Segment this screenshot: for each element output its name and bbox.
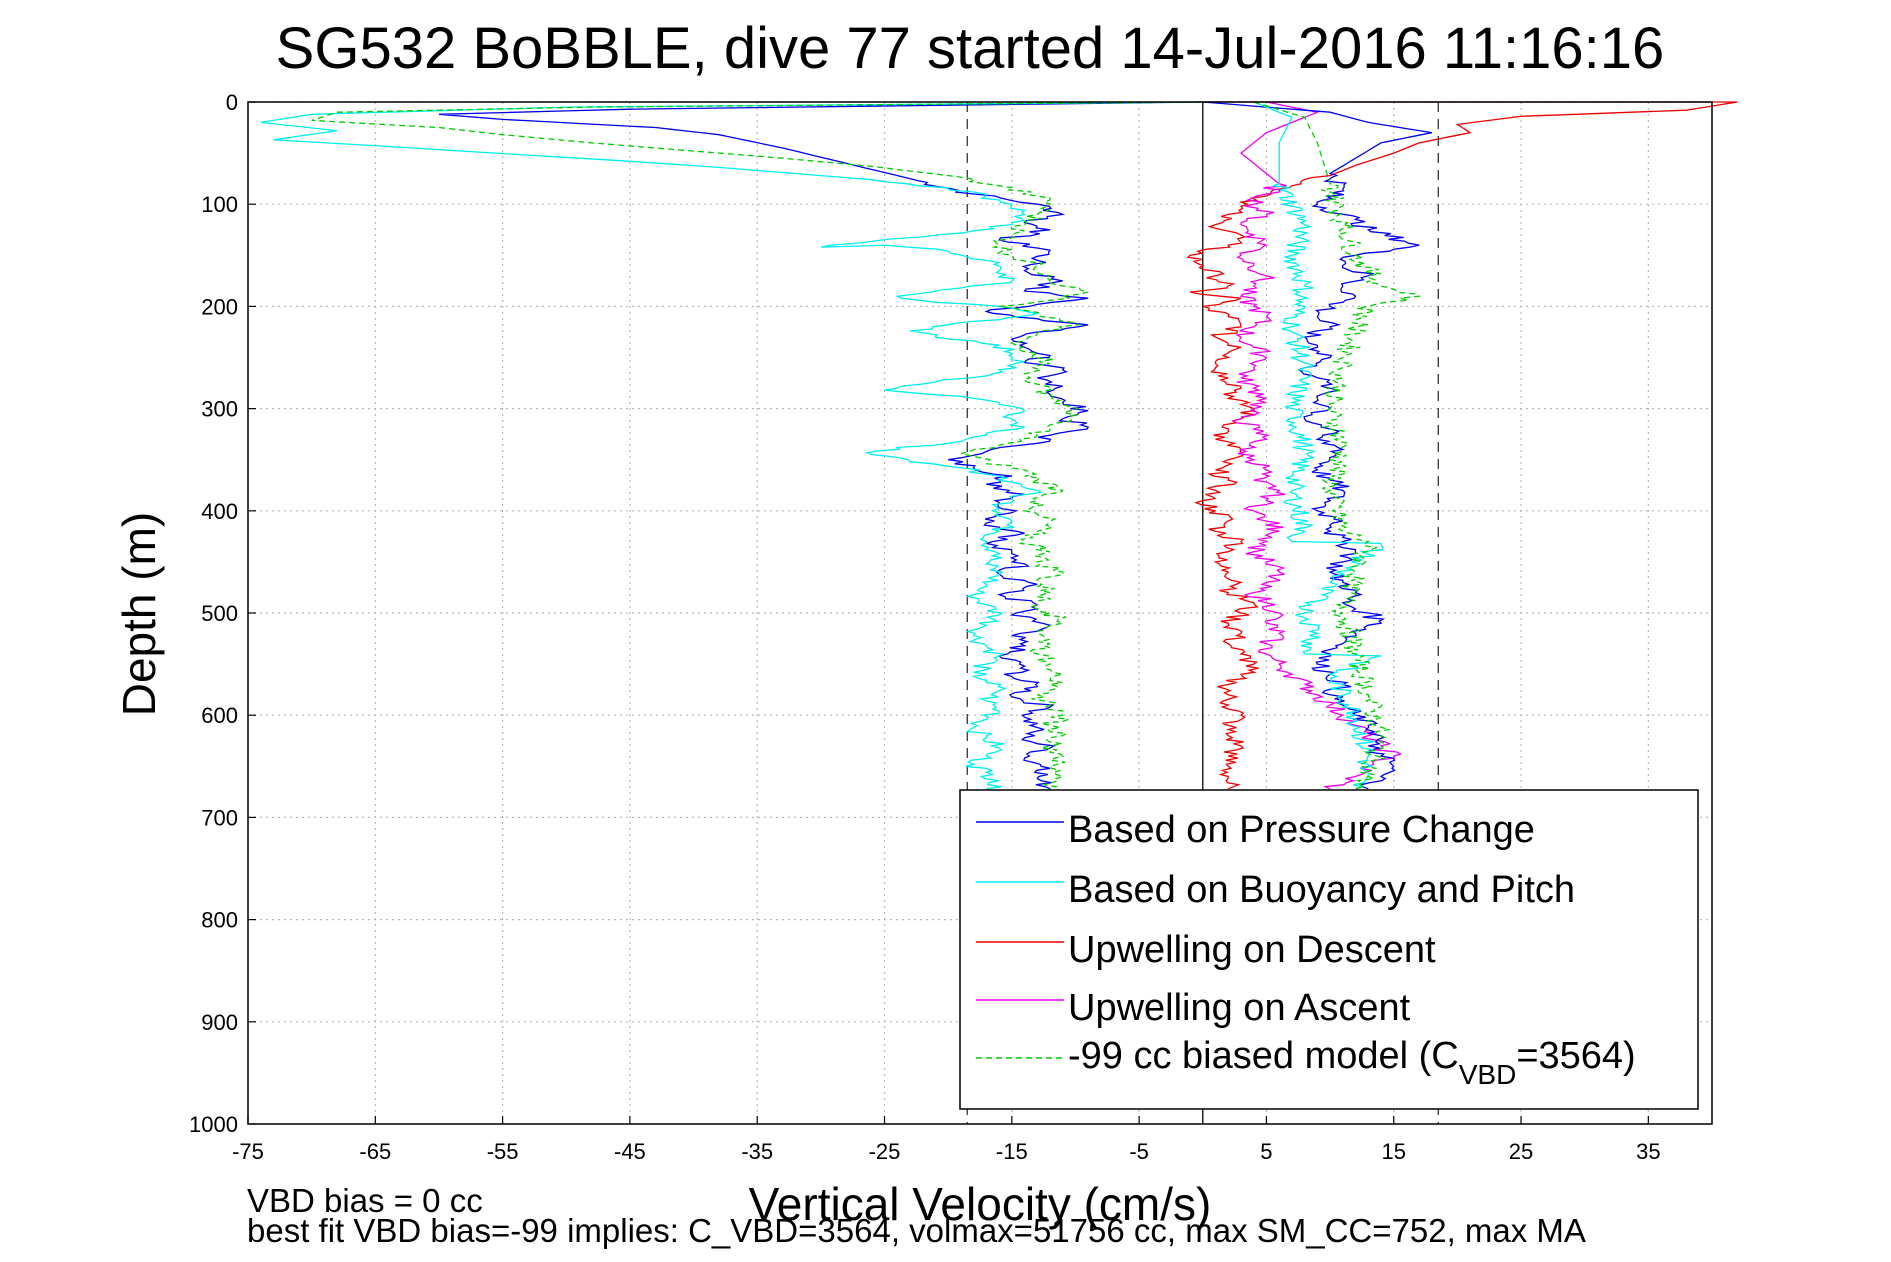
series-line-1 bbox=[260, 101, 1203, 790]
y-tick-label: 600 bbox=[201, 703, 238, 728]
legend-label-model-tail: =3564) bbox=[1516, 1035, 1635, 1077]
x-tick-label: -35 bbox=[741, 1139, 773, 1164]
legend-label-pressure: Based on Pressure Change bbox=[1068, 809, 1535, 851]
x-tick-label: 25 bbox=[1509, 1139, 1533, 1164]
footer-best-fit: best fit VBD bias=-99 implies: C_VBD=356… bbox=[247, 1212, 1586, 1249]
ascent-series-line-2 bbox=[1253, 101, 1421, 790]
legend-label-buoyancy: Based on Buoyancy and Pitch bbox=[1068, 869, 1575, 911]
y-tick-label: 700 bbox=[201, 805, 238, 830]
series-layer bbox=[260, 101, 1738, 790]
legend-label-model: -99 cc biased model (CVBD=3564) bbox=[1068, 1035, 1636, 1090]
ascent-series-line-1 bbox=[1253, 101, 1384, 790]
x-tick-label: 5 bbox=[1260, 1139, 1272, 1164]
series-line-3 bbox=[1231, 101, 1403, 790]
x-tick-label: -65 bbox=[359, 1139, 391, 1164]
y-tick-label: 800 bbox=[201, 908, 238, 933]
x-axis-ticks: -75 -65 -55 -45 -35 -25 -15 -5 5 15 25 35 bbox=[232, 1116, 1661, 1164]
series-line-2 bbox=[1186, 101, 1738, 790]
footer-vbd-bias: VBD bias = 0 cc bbox=[247, 1182, 483, 1219]
y-axis-ticks: 0 100 200 300 400 500 600 700 800 900 1000 bbox=[189, 90, 256, 1137]
x-tick-label: 15 bbox=[1381, 1139, 1405, 1164]
legend-label-model-main: -99 cc biased model (C bbox=[1068, 1035, 1459, 1077]
y-tick-label: 900 bbox=[201, 1010, 238, 1035]
series-line-0 bbox=[438, 101, 1203, 790]
x-tick-label: -45 bbox=[614, 1139, 646, 1164]
legend-label-ascent: Upwelling on Ascent bbox=[1068, 987, 1411, 1029]
legend-label-descent: Upwelling on Descent bbox=[1068, 929, 1436, 971]
y-tick-label: 0 bbox=[226, 90, 238, 115]
legend-label-model-subscript: VBD bbox=[1459, 1059, 1517, 1090]
y-axis-label: Depth (m) bbox=[113, 512, 165, 716]
y-tick-label: 400 bbox=[201, 499, 238, 524]
legend: Based on Pressure Change Based on Buoyan… bbox=[959, 789, 1699, 1110]
ascent-series-line-0 bbox=[1202, 101, 1433, 790]
x-tick-label: -55 bbox=[487, 1139, 519, 1164]
x-tick-label: -5 bbox=[1129, 1139, 1149, 1164]
x-tick-label: -15 bbox=[996, 1139, 1028, 1164]
x-tick-label: 35 bbox=[1636, 1139, 1660, 1164]
series-line-4 bbox=[311, 101, 1203, 790]
legend-box bbox=[959, 789, 1699, 1110]
y-tick-label: 300 bbox=[201, 397, 238, 422]
x-tick-label: -75 bbox=[232, 1139, 264, 1164]
x-axis-label: Vertical Velocity (cm/s) bbox=[749, 1178, 1212, 1230]
chart-title: SG532 BoBBLE, dive 77 started 14-Jul-201… bbox=[276, 16, 1665, 81]
y-tick-label: 200 bbox=[201, 294, 238, 319]
y-tick-label: 100 bbox=[201, 192, 238, 217]
y-tick-label: 500 bbox=[201, 601, 238, 626]
y-tick-label: 1000 bbox=[189, 1112, 238, 1137]
x-tick-label: -25 bbox=[869, 1139, 901, 1164]
